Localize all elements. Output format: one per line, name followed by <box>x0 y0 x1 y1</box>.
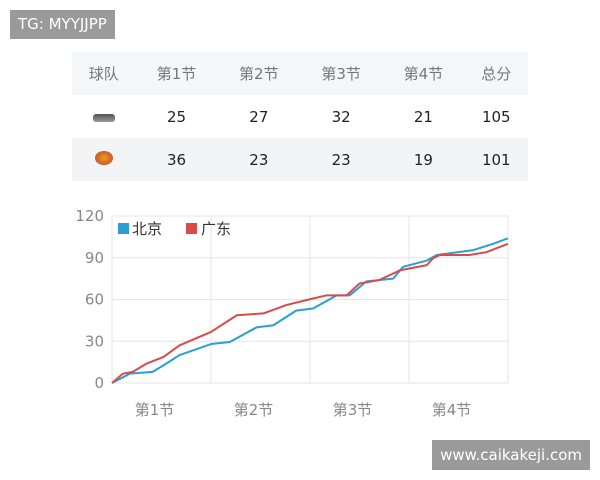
watermark-bottom: www.caikakeji.com <box>432 440 590 470</box>
table-header-row: 球队 第1节 第2节 第3节 第4节 总分 <box>72 52 528 95</box>
table-row: 36 23 23 19 101 <box>72 138 528 181</box>
score-cell: 32 <box>331 107 351 126</box>
x-tick-label: 第4节 <box>432 401 472 419</box>
header-cell: 球队 <box>72 52 136 95</box>
guangdong-logo-icon <box>94 150 113 165</box>
score-cell: 25 <box>167 107 187 126</box>
header-cell: 第1节 <box>135 52 218 95</box>
y-tick-label: 90 <box>85 249 104 267</box>
series-line-北京 <box>111 237 509 384</box>
y-tick-label: 120 <box>75 207 104 225</box>
legend: 北京 广东 <box>118 220 231 238</box>
table-row: 25 27 32 21 105 <box>72 95 528 138</box>
score-cell: 36 <box>135 138 218 181</box>
legend-label: 北京 <box>132 220 162 238</box>
x-tick-label: 第3节 <box>333 401 373 419</box>
score-cell: 21 <box>413 107 433 126</box>
legend-label: 广东 <box>201 220 231 238</box>
header-cell: 第2节 <box>217 52 300 95</box>
watermark-top: TG: MYYJJPP <box>10 10 115 39</box>
header-cell: 第4节 <box>382 52 465 95</box>
score-cell: 23 <box>217 138 300 181</box>
legend-swatch-guangdong <box>186 223 197 234</box>
score-cell: 27 <box>249 107 269 126</box>
header-cell: 总分 <box>464 52 528 95</box>
beijing-logo-icon <box>92 113 115 122</box>
x-tick-label: 第1节 <box>135 401 175 419</box>
y-tick-label: 60 <box>85 291 104 309</box>
series-line-广东 <box>111 242 509 384</box>
score-table: 球队 第1节 第2节 第3节 第4节 总分 25 27 32 21 105 36… <box>72 52 528 181</box>
score-cell: 23 <box>299 138 383 181</box>
score-cell: 19 <box>382 138 465 181</box>
score-cell: 101 <box>464 138 528 181</box>
header-cell: 第3节 <box>299 52 383 95</box>
x-tick-label: 第2节 <box>234 401 274 419</box>
y-tick-label: 0 <box>94 374 104 392</box>
legend-swatch-beijing <box>118 223 129 234</box>
y-tick-label: 30 <box>85 332 104 350</box>
score-cell: 105 <box>481 107 511 126</box>
